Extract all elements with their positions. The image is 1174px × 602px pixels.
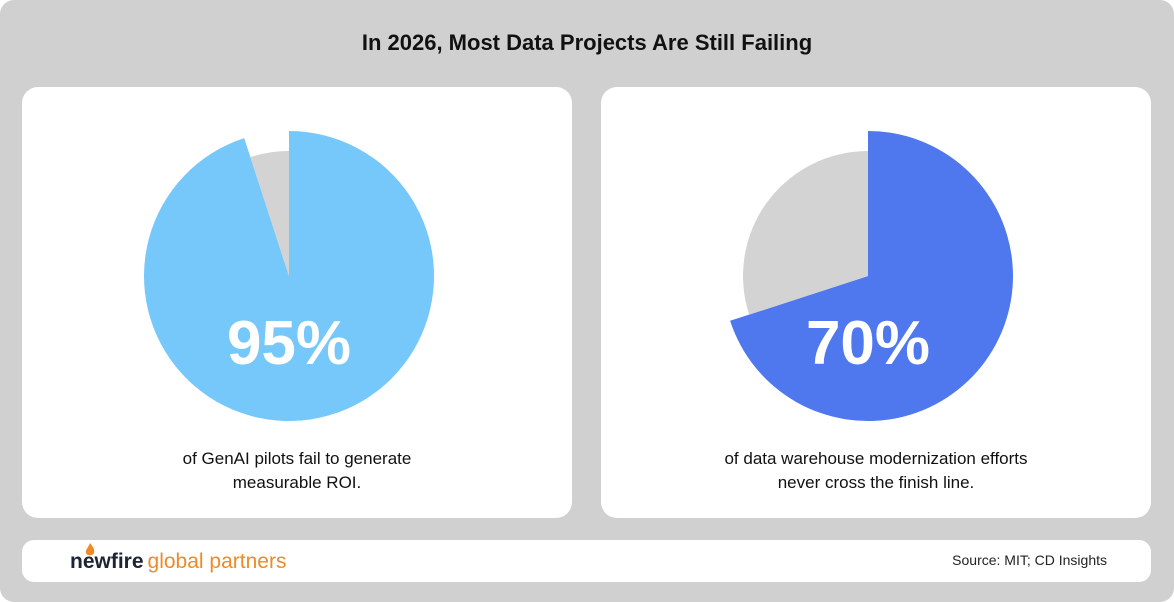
logo-brand: newfire bbox=[70, 550, 144, 573]
value-label: 95% bbox=[227, 309, 351, 378]
flame-icon bbox=[85, 543, 95, 556]
caption: of GenAI pilots fail to generate measura… bbox=[182, 449, 412, 492]
footer: newfire global partners Source: MIT; CD I… bbox=[22, 540, 1151, 582]
card: 70% of data warehouse modernization effo… bbox=[601, 87, 1151, 518]
pie-chart: 95% bbox=[143, 131, 435, 422]
pie-slice bbox=[743, 151, 868, 315]
source: Source: MIT; CD Insights bbox=[952, 552, 1107, 568]
pie-slice bbox=[250, 151, 289, 276]
logo-suffix: global partners bbox=[147, 550, 287, 573]
title: In 2026, Most Data Projects Are Still Fa… bbox=[361, 30, 813, 55]
value-label: 70% bbox=[806, 309, 930, 378]
pie-slice bbox=[143, 131, 435, 422]
pie-slice bbox=[730, 131, 1013, 421]
card: 95% of GenAI pilots fail to generate mea… bbox=[22, 87, 572, 518]
pie-chart: 70% bbox=[730, 131, 1013, 421]
caption: of data warehouse modernization efforts … bbox=[724, 449, 1028, 492]
logo: newfire global partners bbox=[70, 550, 286, 574]
